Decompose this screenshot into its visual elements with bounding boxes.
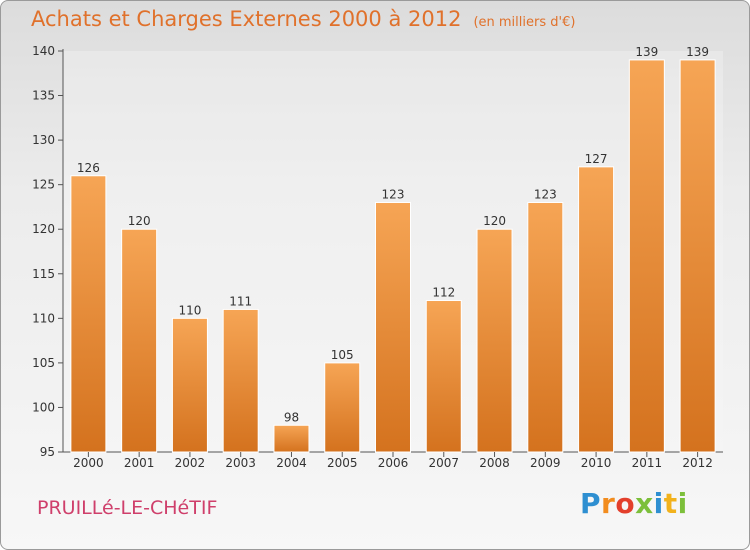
bar bbox=[324, 362, 361, 453]
x-tick-label: 2010 bbox=[581, 456, 612, 470]
x-tick-label: 2001 bbox=[124, 456, 155, 470]
bar bbox=[679, 59, 716, 453]
x-tick-label: 2004 bbox=[276, 456, 307, 470]
bar bbox=[425, 300, 462, 453]
bar-value-label: 111 bbox=[229, 294, 252, 308]
bar bbox=[171, 317, 208, 453]
brand-letter: x bbox=[635, 487, 654, 520]
brand-letter: i bbox=[677, 487, 688, 520]
y-tick-label: 125 bbox=[32, 178, 55, 192]
y-tick-label: 120 bbox=[32, 222, 55, 236]
y-tick-label: 115 bbox=[32, 267, 55, 281]
x-tick-label: 2009 bbox=[530, 456, 561, 470]
brand-letter: r bbox=[601, 487, 616, 520]
y-tick-label: 95 bbox=[40, 445, 55, 459]
x-tick-label: 2012 bbox=[682, 456, 713, 470]
y-tick-label: 140 bbox=[32, 44, 55, 58]
x-tick-label: 2005 bbox=[327, 456, 358, 470]
x-tick-label: 2011 bbox=[632, 456, 663, 470]
bar bbox=[375, 201, 411, 453]
bar-value-label: 139 bbox=[686, 45, 709, 59]
bar bbox=[527, 201, 564, 453]
commune-name: PRUILLé-LE-CHéTIF bbox=[37, 497, 218, 519]
y-tick-label: 100 bbox=[32, 400, 55, 414]
bar-value-label: 110 bbox=[178, 303, 201, 317]
bar bbox=[476, 228, 513, 453]
bar-value-label: 126 bbox=[77, 161, 100, 175]
x-tick-label: 2008 bbox=[479, 456, 510, 470]
brand-letter: t bbox=[663, 487, 678, 520]
x-tick-label: 2006 bbox=[378, 456, 409, 470]
chart-subtitle: (en milliers d'€) bbox=[473, 15, 576, 30]
bar-value-label: 139 bbox=[635, 45, 658, 59]
bar bbox=[70, 175, 107, 453]
bar-value-label: 98 bbox=[284, 410, 299, 424]
bar-value-label: 120 bbox=[483, 214, 506, 228]
y-tick-label: 105 bbox=[32, 356, 55, 370]
bar-value-label: 112 bbox=[432, 286, 455, 300]
bar bbox=[578, 166, 615, 453]
y-tick-label: 135 bbox=[32, 89, 55, 103]
x-tick-label: 2000 bbox=[73, 456, 104, 470]
brand-letter: P bbox=[580, 487, 602, 520]
bar-value-label: 123 bbox=[382, 187, 405, 201]
y-tick-label: 110 bbox=[32, 311, 55, 325]
chart-title-block: Achats et Charges Externes 2000 à 2012 (e… bbox=[31, 7, 575, 31]
bar bbox=[628, 59, 665, 453]
bar bbox=[121, 228, 158, 453]
x-tick-label: 2002 bbox=[175, 456, 206, 470]
proxiti-logo: Proxiti bbox=[580, 487, 688, 520]
x-tick-label: 2007 bbox=[428, 456, 459, 470]
brand-letter: o bbox=[615, 487, 636, 520]
chart-title: Achats et Charges Externes 2000 à 2012 bbox=[31, 7, 462, 31]
brand-letter: i bbox=[653, 487, 664, 520]
bar-value-label: 123 bbox=[534, 187, 557, 201]
bar-value-label: 127 bbox=[585, 152, 608, 166]
x-tick-label: 2003 bbox=[225, 456, 256, 470]
y-tick-label: 130 bbox=[32, 133, 55, 147]
bar bbox=[222, 308, 259, 453]
bar-value-label: 105 bbox=[331, 348, 354, 362]
bar bbox=[273, 424, 310, 453]
bar-value-label: 120 bbox=[128, 214, 151, 228]
